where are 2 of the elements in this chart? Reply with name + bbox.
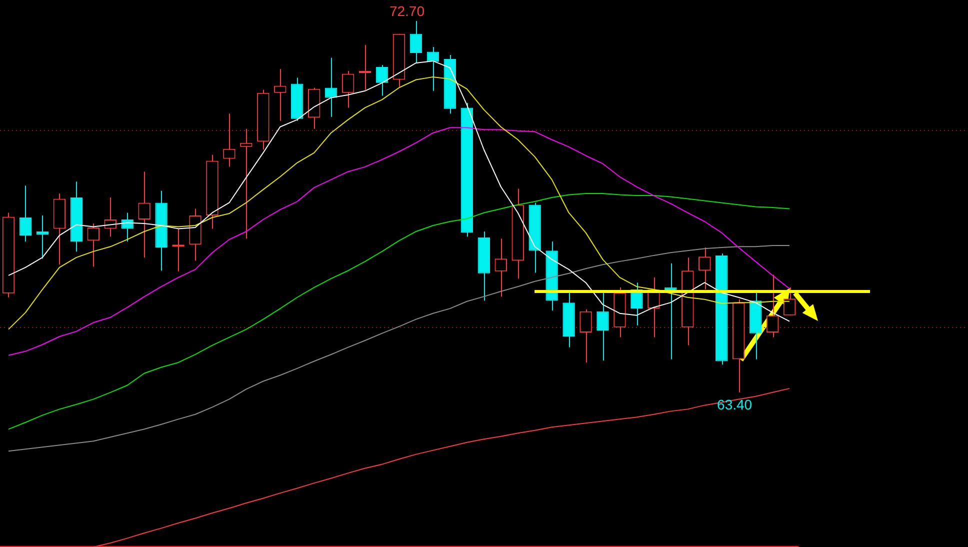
- text: 72.70: [389, 2, 425, 19]
- text: 63.40: [717, 396, 752, 412]
